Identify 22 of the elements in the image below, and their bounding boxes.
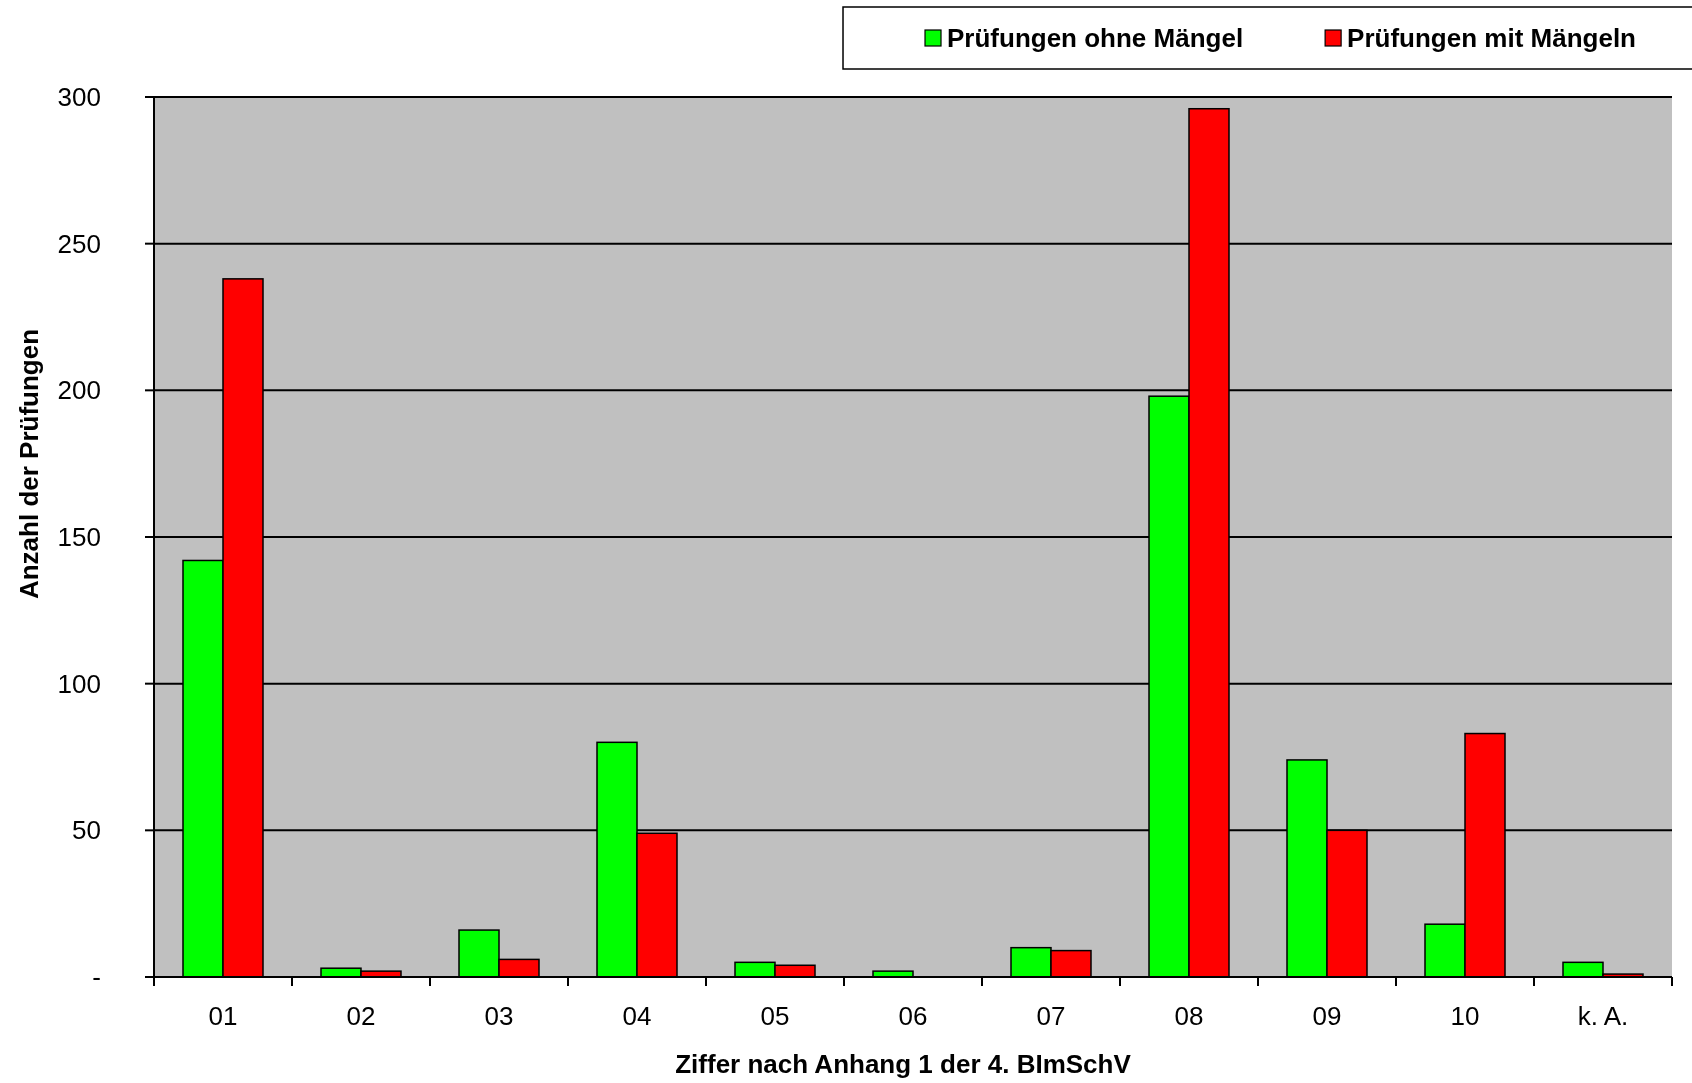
y-tick-label: 50 bbox=[72, 815, 101, 846]
x-axis-title: Ziffer nach Anhang 1 der 4. BImSchV bbox=[675, 1049, 1132, 1079]
x-tick-label: 09 bbox=[1312, 1001, 1342, 1031]
legend-label: Prüfungen mit Mängeln bbox=[1347, 23, 1637, 53]
x-tick-label: k. A. bbox=[1577, 1001, 1629, 1031]
y-tick-label: 300 bbox=[57, 82, 101, 112]
y-tick-label: - bbox=[92, 962, 101, 992]
x-tick-label: 04 bbox=[622, 1001, 652, 1031]
y-tick-label: 200 bbox=[57, 375, 101, 406]
y-tick-label: 250 bbox=[57, 228, 101, 259]
y-tick-label: 150 bbox=[57, 522, 101, 552]
x-tick-label: 07 bbox=[1036, 1001, 1066, 1031]
x-tick-label: 06 bbox=[898, 1001, 928, 1031]
x-tick-label: 05 bbox=[760, 1001, 790, 1031]
x-tick-label: 03 bbox=[484, 1001, 514, 1031]
legend-label: Prüfungen ohne Mängel bbox=[947, 23, 1244, 53]
x-tick-label: 08 bbox=[1174, 1001, 1204, 1031]
x-tick-label: 01 bbox=[208, 1001, 238, 1031]
x-tick-label: 10 bbox=[1450, 1001, 1480, 1031]
y-tick-label: 100 bbox=[57, 668, 101, 699]
x-tick-label: 02 bbox=[346, 1001, 376, 1031]
y-axis-title: Anzahl der Prüfungen bbox=[14, 328, 44, 600]
